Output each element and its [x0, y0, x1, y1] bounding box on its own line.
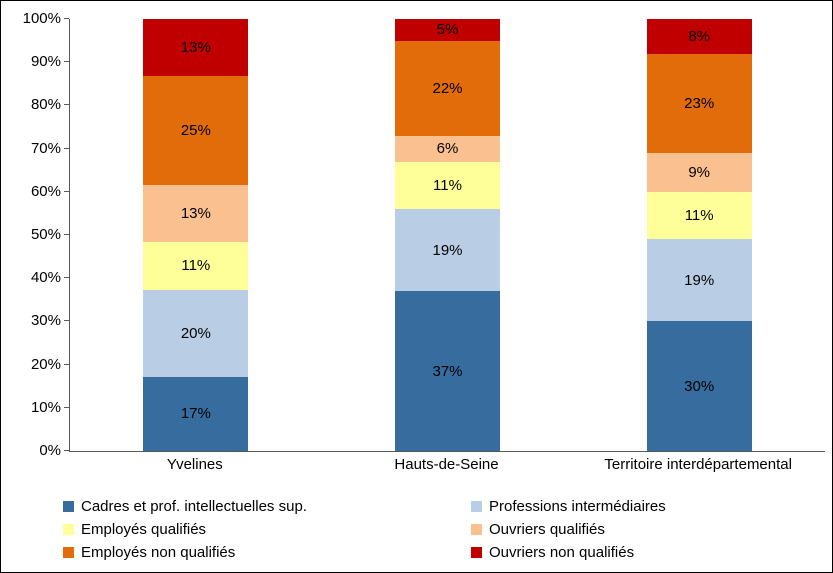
y-tick-label: 90%	[30, 53, 61, 71]
y-tick-label: 70%	[30, 139, 61, 157]
data-label: 22%	[432, 79, 463, 97]
y-tick-mark	[64, 320, 69, 322]
y-tick-label: 0%	[39, 442, 61, 459]
data-label: 17%	[180, 405, 211, 423]
data-label: 13%	[180, 204, 211, 222]
bar-segment: 11%	[646, 191, 752, 240]
data-label: 11%	[684, 207, 714, 225]
y-tick-mark	[64, 190, 69, 192]
legend-label: Professions intermédiaires	[489, 498, 666, 515]
data-label: 5%	[436, 21, 459, 39]
bar-segment: 23%	[646, 53, 752, 153]
data-label: 11%	[181, 257, 211, 275]
bar-segment: 8%	[646, 19, 752, 54]
legend-marker-icon	[471, 547, 482, 558]
bar-segment: 5%	[395, 19, 500, 41]
y-tick-label: 40%	[30, 269, 61, 287]
y-tick-label: 30%	[30, 312, 61, 330]
legend-item: Professions intermédiaires	[471, 498, 666, 515]
bar-segment: 11%	[395, 161, 500, 210]
y-tick-mark	[64, 104, 69, 106]
y-tick-mark	[64, 234, 69, 235]
legend-marker-icon	[471, 524, 482, 535]
y-tick-label: 100%	[22, 10, 61, 27]
legend-marker-icon	[63, 524, 74, 535]
data-label: 20%	[180, 324, 211, 342]
data-label: 30%	[684, 377, 715, 395]
stacked-bar: 30% 19% 11% 9% 23% 8%	[646, 19, 752, 451]
legend-label: Cadres et prof. intellectuelles sup.	[81, 498, 307, 515]
legend-item: Ouvriers qualifiés	[471, 521, 666, 538]
stacked-bar: 17% 20% 11% 13% 25% 13%	[143, 19, 249, 451]
x-category-label: Hauts-de-Seine	[394, 456, 499, 473]
x-category-label: Yvelines	[166, 456, 223, 473]
data-label: 19%	[684, 271, 715, 289]
legend-label: Ouvriers non qualifiés	[489, 544, 635, 561]
bar-segment: 30%	[646, 321, 752, 451]
y-tick-label: 10%	[30, 398, 61, 416]
y-tick-mark	[64, 450, 69, 451]
legend: Cadres et prof. intellectuelles sup. Prof…	[63, 498, 666, 561]
data-label: 37%	[432, 362, 463, 380]
bar-segment: 6%	[395, 135, 500, 162]
data-label: 6%	[436, 140, 459, 158]
legend-item: Ouvriers non qualifiés	[471, 544, 666, 561]
data-label: 13%	[180, 38, 211, 56]
bar-segment: 19%	[395, 209, 500, 292]
data-label: 8%	[688, 27, 711, 45]
legend-item: Employés qualifiés	[63, 521, 471, 538]
bar-segment: 37%	[395, 291, 500, 451]
bar-slot: 30% 19% 11% 9% 23% 8%	[573, 19, 825, 451]
legend-marker-icon	[63, 547, 74, 558]
data-label: 19%	[432, 241, 463, 259]
legend-marker-icon	[471, 501, 482, 512]
bar-segment: 13%	[143, 19, 249, 76]
data-label: 25%	[180, 121, 211, 139]
x-category-label: Territoire interdépartemental	[604, 456, 792, 473]
y-tick-mark	[64, 406, 69, 408]
legend-item: Employés non qualifiés	[63, 544, 471, 561]
bar-segment: 20%	[143, 289, 249, 377]
legend-marker-icon	[63, 501, 74, 512]
y-tick-mark	[64, 277, 69, 279]
y-tick-mark	[64, 61, 69, 63]
y-axis: 0% 10% 20% 30% 40% 50% 60% 70% 80% 90% 100%	[1, 11, 61, 459]
bar-slot: 37% 19% 11% 6% 22% 5%	[322, 19, 574, 451]
y-tick-mark	[64, 147, 69, 149]
y-tick-mark	[64, 18, 69, 19]
legend-label: Employés qualifiés	[81, 521, 207, 538]
bar-segment: 17%	[143, 376, 249, 451]
y-tick-label: 50%	[30, 226, 61, 243]
bar-segment: 25%	[143, 75, 249, 185]
y-tick-mark	[64, 363, 69, 365]
legend-item: Cadres et prof. intellectuelles sup.	[63, 498, 471, 515]
bar-segment: 13%	[143, 184, 249, 242]
bar-segment: 22%	[395, 40, 500, 136]
x-axis-labels: Yvelines Hauts-de-Seine Territoire interdé…	[69, 456, 824, 473]
legend-label: Ouvriers qualifiés	[489, 521, 605, 538]
data-label: 9%	[688, 163, 711, 181]
data-label: 23%	[684, 94, 715, 112]
bar-segment: 19%	[646, 239, 752, 322]
legend-label: Employés non qualifiés	[81, 544, 236, 561]
plot-area: 17% 20% 11% 13% 25% 13% 37% 19% 11% 6% 22% 5% 30% 19%…	[64, 18, 825, 452]
bar-segment: 11%	[143, 241, 249, 290]
data-label: 11%	[433, 176, 462, 194]
bar-segment: 9%	[646, 152, 752, 192]
bar-slot: 17% 20% 11% 13% 25% 13%	[70, 19, 322, 451]
y-tick-label: 80%	[30, 96, 61, 114]
stacked-bar: 37% 19% 11% 6% 22% 5%	[395, 19, 500, 451]
y-tick-label: 20%	[30, 355, 61, 373]
y-tick-label: 60%	[30, 182, 61, 200]
